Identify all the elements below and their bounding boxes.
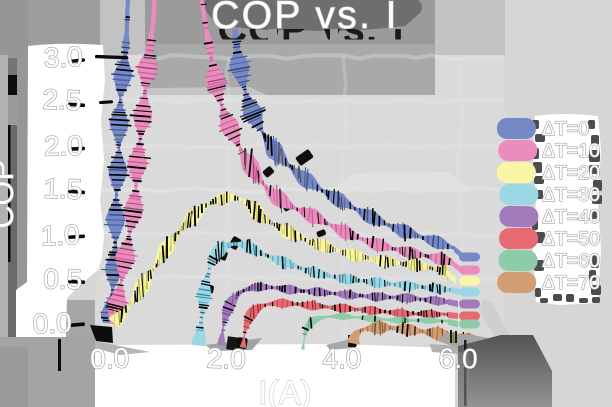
svg-text:ΔT=40: ΔT=40 [542,206,600,228]
svg-text:0.0: 0.0 [32,307,72,339]
svg-text:2.0: 2.0 [206,342,246,374]
svg-text:2.5: 2.5 [42,84,82,116]
svg-text:0.0: 0.0 [90,342,130,374]
svg-text:COP vs. I: COP vs. I [211,0,399,37]
svg-text:ΔT=10: ΔT=10 [542,140,600,162]
svg-text:COP vs. I: COP vs. I [218,8,406,51]
svg-text:ΔT=70: ΔT=70 [542,272,600,294]
svg-text:ΔT=0: ΔT=0 [542,118,589,140]
svg-text:ΔT=20: ΔT=20 [542,162,600,184]
svg-text:I(A): I(A) [258,374,311,407]
svg-text:ΔT=50: ΔT=50 [542,228,600,250]
svg-text:2.0: 2.0 [44,130,83,162]
svg-text:COP: COP [0,159,20,228]
svg-text:3.0: 3.0 [43,41,83,73]
svg-text:1.0: 1.0 [40,219,80,251]
svg-text:4.0: 4.0 [322,343,361,375]
svg-text:0.5: 0.5 [43,263,82,295]
svg-text:ΔT=60: ΔT=60 [542,250,600,272]
svg-text:1.5: 1.5 [43,173,83,205]
svg-text:ΔT=30: ΔT=30 [542,184,600,206]
svg-text:6.0: 6.0 [438,343,477,375]
